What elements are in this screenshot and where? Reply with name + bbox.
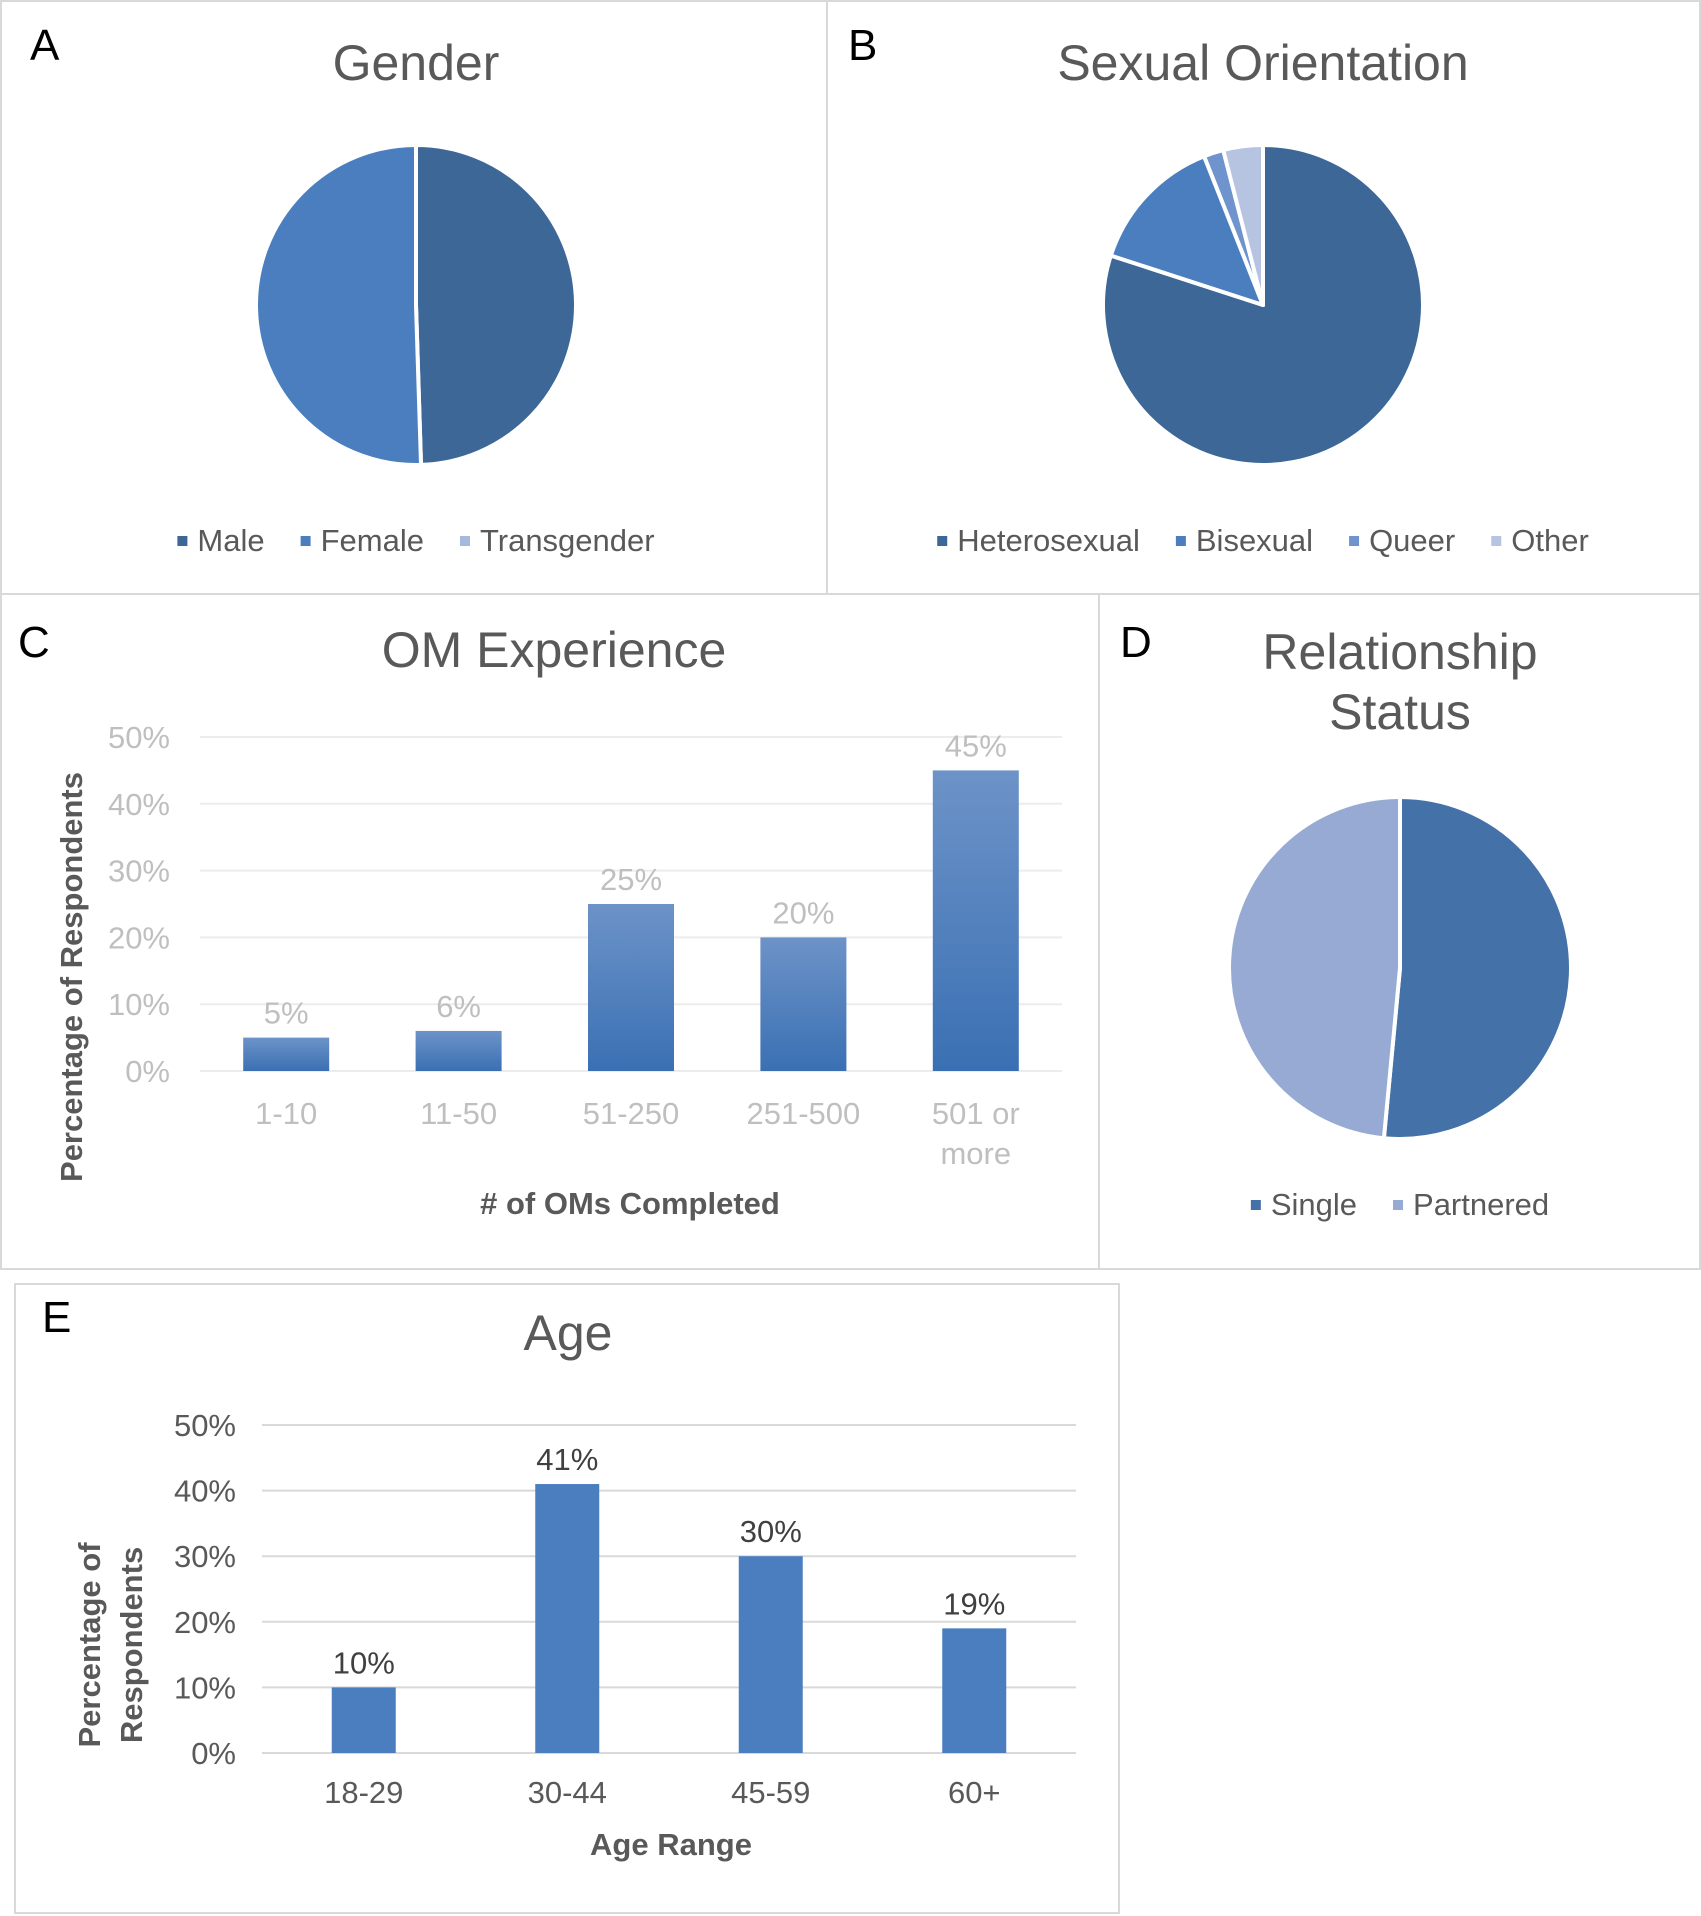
- sexual-orientation-chart: B Sexual Orientation Heterosexual Bisexua…: [848, 21, 1589, 558]
- legend-swatch-transgender: [459, 536, 470, 546]
- legend-label-queer: Queer: [1369, 523, 1455, 558]
- x-tick-label: 45-59: [731, 1775, 810, 1810]
- chart-title: Age: [524, 1305, 613, 1361]
- chart-title: OM Experience: [382, 622, 727, 678]
- x-tick-label: 1-10: [255, 1096, 317, 1131]
- x-axis-title: Age Range: [590, 1827, 752, 1862]
- relationship-status-chart: D Relationship Status Single Partnered: [1120, 618, 1573, 1222]
- age-panel: E Age 0% 10% 20% 30% 40% 50% 10% 18-29 41% 30-44 3…: [14, 1283, 1120, 1914]
- data-label: 20%: [772, 895, 834, 930]
- age-chart: E Age 0% 10% 20% 30% 40% 50% 10% 18-29 41% 30-44 3…: [42, 1293, 1076, 1862]
- y-tick-label: 10%: [108, 987, 170, 1022]
- bar-251-500: [760, 937, 847, 1071]
- x-tick-label: 501 or: [932, 1096, 1020, 1131]
- y-tick-label: 10%: [174, 1670, 236, 1705]
- panel-letter-a: A: [30, 21, 60, 70]
- data-label: 10%: [333, 1645, 395, 1680]
- legend-label-partnered: Partnered: [1413, 1187, 1549, 1222]
- y-tick-label: 20%: [108, 920, 170, 955]
- panel-letter-d: D: [1120, 618, 1152, 667]
- bar-30-44: [535, 1484, 600, 1753]
- data-label: 5%: [264, 996, 309, 1031]
- panel-letter-e: E: [42, 1293, 71, 1342]
- x-tick-label: 18-29: [324, 1775, 403, 1810]
- bar-45-59: [738, 1556, 803, 1753]
- x-tick-label: 11-50: [420, 1096, 497, 1131]
- y-tick-label: 0%: [125, 1054, 170, 1089]
- y-tick-label: 0%: [191, 1736, 236, 1771]
- y-axis-title-line-2: Respondents: [114, 1547, 149, 1743]
- data-label: 25%: [600, 862, 662, 897]
- sexual-orientation-panel: B Sexual Orientation Heterosexual Bisexua…: [826, 0, 1701, 595]
- y-axis-title-line-1: Percentage of: [72, 1542, 107, 1748]
- chart-title-line-2: Status: [1329, 684, 1471, 740]
- x-tick-label: 51-250: [583, 1096, 680, 1131]
- legend-swatch-partnered: [1393, 1200, 1404, 1210]
- legend-label-female: Female: [321, 523, 424, 558]
- legend-swatch-other: [1491, 536, 1502, 546]
- legend-swatch-male: [177, 536, 188, 546]
- panel-letter-b: B: [848, 21, 877, 70]
- gender-panel: A Gender Male Female Transgender: [0, 0, 828, 595]
- y-tick-label: 40%: [108, 787, 170, 822]
- data-label: 41%: [536, 1442, 598, 1477]
- bar-501-or-more: [932, 770, 1019, 1071]
- chart-title: Gender: [333, 35, 500, 91]
- x-tick-label: 251-500: [747, 1096, 861, 1131]
- bar-plot: 0% 10% 20% 30% 40% 50% 10% 18-29 41% 30-44 30% 45-5…: [174, 1408, 1076, 1810]
- pie-slice-partnered: [1227, 795, 1402, 1141]
- legend-label-transgender: Transgender: [480, 523, 655, 558]
- legend-label-heterosexual: Heterosexual: [957, 523, 1140, 558]
- pie-slice-bisexual: [1108, 154, 1265, 307]
- bar-1-10: [243, 1037, 330, 1071]
- legend-swatch-single: [1250, 1200, 1261, 1210]
- legend-swatch-queer: [1349, 536, 1360, 546]
- pie-slice-male: [414, 143, 578, 467]
- y-tick-label: 50%: [108, 720, 170, 755]
- x-tick-label: 60+: [948, 1775, 1001, 1810]
- pie: [1101, 143, 1425, 467]
- y-tick-label: 30%: [174, 1539, 236, 1574]
- pie-slice-other: [1221, 143, 1265, 307]
- data-label: 19%: [943, 1586, 1005, 1621]
- legend-label-male: Male: [197, 523, 264, 558]
- chart-title: Sexual Orientation: [1057, 35, 1468, 91]
- om-experience-panel: C OM Experience 0% 10% 20% 30% 40% 50% 5% 1-10 6…: [0, 593, 1100, 1270]
- legend-label-single: Single: [1271, 1187, 1357, 1222]
- x-axis-title: # of OMs Completed: [480, 1186, 780, 1221]
- pie: [254, 143, 578, 467]
- y-tick-label: 40%: [174, 1474, 236, 1509]
- legend-label-other: Other: [1511, 523, 1589, 558]
- bar-60: [942, 1628, 1007, 1753]
- bar-plot: 0% 10% 20% 30% 40% 50% 5% 1-10 6% 11-50 25% 51-250 2…: [108, 720, 1062, 1171]
- x-tick-label: more: [940, 1136, 1011, 1171]
- legend-label-bisexual: Bisexual: [1196, 523, 1313, 558]
- gender-chart: A Gender Male Female Transgender: [30, 21, 655, 558]
- bar-18-29: [331, 1687, 396, 1753]
- data-label: 30%: [740, 1514, 802, 1549]
- legend: Single Partnered: [1250, 1187, 1549, 1222]
- pie: [1227, 795, 1573, 1141]
- y-axis-title: Percentage of Respondents: [54, 772, 89, 1182]
- om-experience-chart: C OM Experience 0% 10% 20% 30% 40% 50% 5% 1-10 6…: [18, 618, 1062, 1221]
- x-tick-label: 30-44: [528, 1775, 607, 1810]
- legend: Heterosexual Bisexual Queer Other: [937, 523, 1589, 558]
- legend-swatch-heterosexual: [937, 536, 948, 546]
- relationship-status-panel: D Relationship Status Single Partnered: [1098, 593, 1701, 1270]
- chart-title-line-1: Relationship: [1262, 624, 1537, 680]
- data-label: 6%: [436, 989, 481, 1024]
- y-tick-label: 30%: [108, 854, 170, 889]
- pie-slice-female: [254, 143, 424, 467]
- legend-swatch-bisexual: [1175, 536, 1186, 546]
- pie-slice-single: [1381, 795, 1573, 1141]
- legend-swatch-female: [300, 536, 311, 546]
- y-tick-label: 20%: [174, 1605, 236, 1640]
- legend: Male Female Transgender: [177, 523, 655, 558]
- panel-letter-c: C: [18, 618, 50, 667]
- y-tick-label: 50%: [174, 1408, 236, 1443]
- data-label: 45%: [945, 728, 1007, 763]
- bar-51-250: [588, 904, 674, 1071]
- bar-11-50: [415, 1030, 502, 1071]
